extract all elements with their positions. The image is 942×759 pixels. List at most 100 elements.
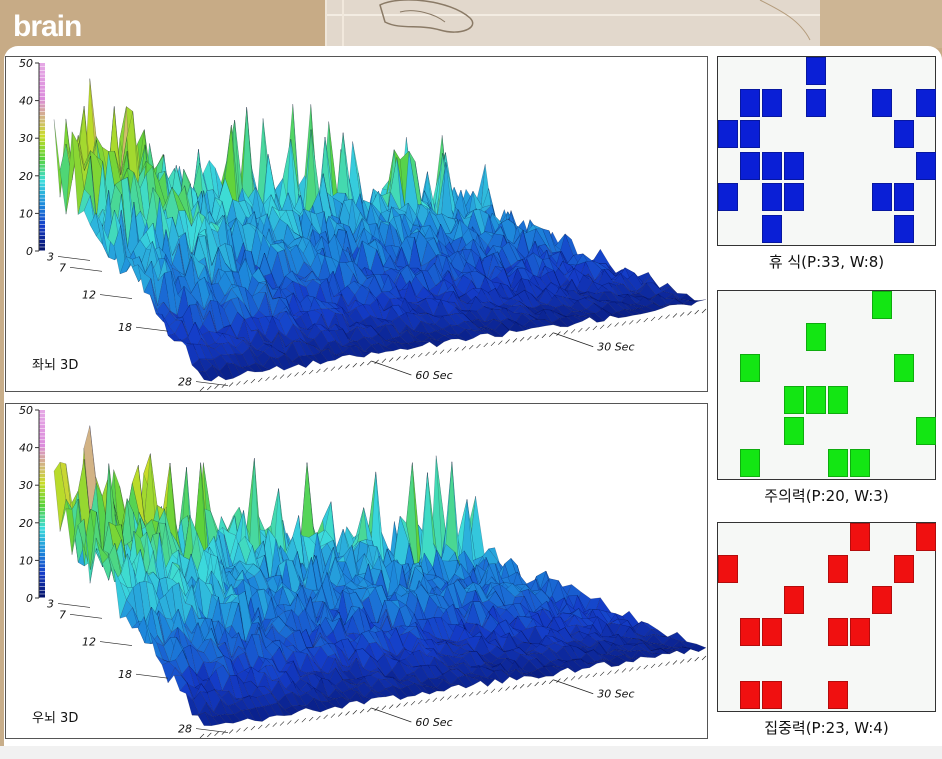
time-minor-tick (338, 365, 343, 370)
z-tick-label: 0 (26, 592, 33, 605)
time-minor-tick (388, 704, 394, 709)
zaxis-color-segment (39, 534, 45, 538)
zaxis-color-segment (39, 194, 45, 198)
zaxis-color-segment (39, 440, 45, 444)
time-minor-tick (410, 354, 416, 359)
time-minor-tick (643, 664, 649, 670)
time-minor-tick (250, 725, 256, 731)
zaxis-color-segment (39, 81, 45, 86)
grid-cell (806, 322, 826, 351)
surface-mesh (53, 425, 707, 727)
time-minor-tick (636, 665, 641, 671)
zaxis-color-segment (39, 141, 45, 146)
time-minor-tick (214, 731, 219, 736)
z-tick-label: 50 (19, 404, 33, 417)
zaxis-color-segment (39, 187, 45, 191)
zaxis-color-segment (39, 594, 45, 598)
time-minor-tick (236, 381, 241, 386)
time-minor-tick (650, 663, 656, 669)
grid-cell (740, 354, 760, 382)
zaxis-color-segment (39, 126, 45, 131)
depth-tick (135, 326, 169, 332)
zaxis-color-segment (39, 70, 45, 74)
time-minor-tick (287, 720, 292, 725)
grid-cell (784, 586, 804, 614)
zaxis-color-segment (39, 96, 45, 101)
time-minor-tick (425, 351, 430, 357)
time-minor-tick (345, 364, 350, 369)
zaxis-color-segment (39, 123, 45, 127)
time-minor-tick (330, 713, 336, 718)
zaxis-color-segment (39, 74, 45, 78)
grid-cell (916, 151, 936, 180)
surface-facet (689, 299, 707, 303)
zaxis-color-segment (39, 579, 45, 583)
grid-cell (762, 151, 782, 180)
zaxis-color-segment (39, 157, 45, 161)
zaxis-color-segment (39, 413, 45, 418)
time-minor-tick (498, 687, 503, 692)
zaxis-color-segment (39, 485, 45, 489)
grid-cell (916, 417, 936, 445)
z-tick-label: 20 (19, 170, 33, 183)
zaxis-color-segment (39, 530, 45, 534)
grid-cell (828, 617, 848, 646)
time-minor-tick (359, 708, 365, 714)
time-minor-tick (418, 352, 423, 358)
time-minor-tick (381, 358, 387, 363)
brain-sketch-icon (379, 0, 811, 41)
time-minor-tick (527, 682, 532, 688)
grid-cell (740, 617, 760, 646)
time-minor-tick (352, 363, 357, 368)
zaxis-color-segment (39, 436, 45, 440)
zaxis-color-segment (39, 462, 45, 466)
depth-tick (135, 673, 169, 679)
zaxis-color-segment (39, 198, 45, 202)
time-minor-tick (367, 707, 372, 713)
grid-cell (872, 291, 892, 319)
time-minor-tick (490, 688, 496, 693)
time-tick (553, 332, 594, 348)
grid-cell (740, 88, 760, 117)
zaxis-color-segment (39, 145, 45, 149)
grid-cell (740, 120, 760, 148)
grid-cell (872, 586, 892, 614)
time-minor-tick (636, 318, 641, 324)
time-minor-tick (541, 333, 547, 339)
zaxis-color-segment (39, 560, 45, 564)
zaxis-color-segment (39, 179, 45, 183)
rest-caption: 휴 식(P:33, W:8) (768, 253, 885, 271)
zaxis-color-segment (39, 519, 45, 523)
zaxis-color-segment (39, 417, 45, 421)
zaxis-color-segment (39, 66, 45, 71)
time-minor-tick (279, 721, 285, 726)
zaxis-color-segment (39, 515, 45, 519)
time-minor-tick (316, 368, 321, 374)
zaxis-color-segment (39, 172, 45, 176)
time-minor-tick (323, 714, 328, 719)
grid-cell (894, 354, 914, 382)
depth-tick-label: 18 (118, 321, 132, 334)
zaxis-color-segment (39, 496, 45, 500)
zaxis-color-segment (39, 134, 45, 138)
time-minor-tick (214, 384, 219, 389)
time-minor-tick (629, 667, 634, 672)
zaxis-color-segment (39, 556, 45, 560)
grid-cell (784, 183, 804, 211)
z-tick-label: 30 (19, 479, 33, 492)
time-minor-tick (483, 689, 488, 695)
grid-cell (784, 417, 804, 445)
time-minor-tick (447, 348, 452, 353)
grid-cell (806, 385, 826, 414)
time-minor-tick (374, 359, 379, 365)
time-minor-tick (308, 369, 314, 375)
grid-cell (718, 120, 738, 148)
time-minor-tick (599, 324, 605, 330)
time-tick-label: 30 Sec (597, 341, 634, 354)
time-minor-tick (243, 380, 248, 385)
depth-tick-label: 28 (178, 723, 192, 736)
time-minor-tick (578, 675, 583, 680)
time-minor-tick (228, 382, 234, 387)
zaxis-color-segment (39, 130, 45, 134)
z-tick-label: 30 (19, 132, 33, 145)
